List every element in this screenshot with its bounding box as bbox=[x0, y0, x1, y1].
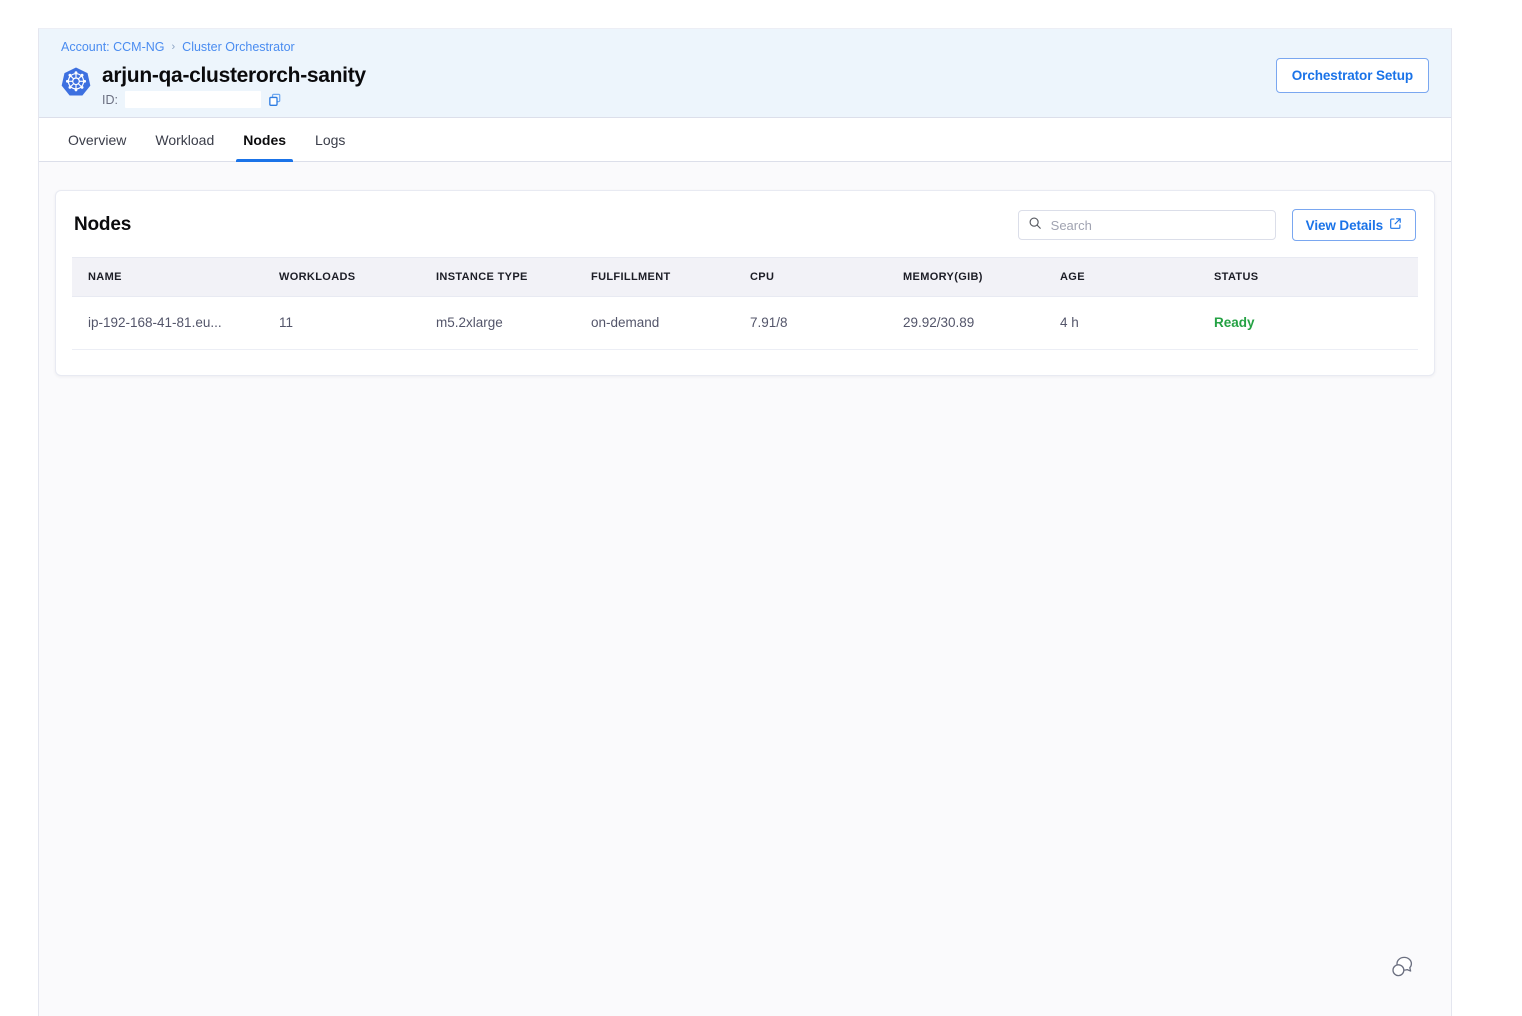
column-header-instance-type[interactable]: INSTANCE TYPE bbox=[436, 257, 591, 297]
tab-workload[interactable]: Workload bbox=[155, 132, 215, 148]
cluster-id-row: ID: bbox=[102, 91, 366, 108]
search-icon bbox=[1028, 216, 1042, 235]
chat-bubble-icon[interactable] bbox=[1389, 954, 1415, 980]
cell-workloads: 11 bbox=[279, 296, 436, 350]
column-header-workloads[interactable]: WORKLOADS bbox=[279, 257, 436, 297]
breadcrumb-item-cluster-orchestrator[interactable]: Cluster Orchestrator bbox=[182, 40, 295, 54]
column-header-name[interactable]: NAME bbox=[72, 257, 279, 297]
view-details-label: View Details bbox=[1305, 217, 1383, 233]
external-link-icon bbox=[1389, 217, 1402, 233]
cluster-title-row: arjun-qa-clusterorch-sanity ID: bbox=[61, 63, 1429, 108]
cluster-id-value bbox=[124, 91, 261, 108]
cell-fulfillment: on-demand bbox=[591, 296, 750, 350]
tab-logs[interactable]: Logs bbox=[315, 132, 346, 148]
column-header-status[interactable]: STATUS bbox=[1214, 257, 1418, 297]
view-details-button[interactable]: View Details bbox=[1291, 209, 1416, 241]
search-input[interactable] bbox=[1048, 216, 1266, 234]
table-row[interactable]: ip-192-168-41-81.eu... 11 m5.2xlarge on-… bbox=[72, 296, 1418, 350]
nodes-card-actions: View Details bbox=[1017, 209, 1416, 241]
tab-bar: Overview Workload Nodes Logs bbox=[39, 118, 1451, 162]
app-window: Account: CCM-NG › Cluster Orchestrator bbox=[38, 28, 1452, 1016]
cell-age: 4 h bbox=[1060, 296, 1214, 350]
breadcrumb-separator-icon: › bbox=[171, 41, 176, 53]
search-box[interactable] bbox=[1017, 210, 1276, 240]
nodes-card-title: Nodes bbox=[74, 214, 132, 235]
column-header-fulfillment[interactable]: FULFILLMENT bbox=[591, 257, 750, 297]
copy-icon[interactable] bbox=[268, 93, 282, 107]
nodes-table: NAME WORKLOADS INSTANCE TYPE FULFILLMENT… bbox=[72, 257, 1418, 350]
tab-nodes[interactable]: Nodes bbox=[236, 131, 293, 162]
cell-cpu: 7.91/8 bbox=[750, 296, 903, 350]
nodes-table-header: NAME WORKLOADS INSTANCE TYPE FULFILLMENT… bbox=[72, 257, 1418, 297]
nodes-table-body: ip-192-168-41-81.eu... 11 m5.2xlarge on-… bbox=[72, 296, 1418, 350]
cluster-id-label: ID: bbox=[102, 92, 118, 107]
nodes-card-header: Nodes View Details bbox=[72, 209, 1418, 241]
content-area: Nodes View Details bbox=[39, 162, 1451, 404]
nodes-card: Nodes View Details bbox=[55, 190, 1435, 376]
page-title: arjun-qa-clusterorch-sanity bbox=[102, 64, 366, 87]
tab-overview[interactable]: Overview bbox=[68, 132, 127, 148]
cell-name: ip-192-168-41-81.eu... bbox=[72, 296, 279, 350]
column-header-cpu[interactable]: CPU bbox=[750, 257, 903, 297]
page-header: Account: CCM-NG › Cluster Orchestrator bbox=[39, 29, 1451, 118]
table-header-row: NAME WORKLOADS INSTANCE TYPE FULFILLMENT… bbox=[72, 257, 1418, 297]
breadcrumb: Account: CCM-NG › Cluster Orchestrator bbox=[61, 38, 1429, 56]
kubernetes-icon bbox=[61, 66, 91, 96]
status-badge: Ready bbox=[1214, 296, 1418, 350]
orchestrator-setup-button[interactable]: Orchestrator Setup bbox=[1275, 58, 1429, 93]
cell-memory: 29.92/30.89 bbox=[903, 296, 1060, 350]
title-block: arjun-qa-clusterorch-sanity ID: bbox=[102, 63, 366, 108]
cell-instance-type: m5.2xlarge bbox=[436, 296, 591, 350]
breadcrumb-item-account[interactable]: Account: CCM-NG bbox=[61, 40, 165, 54]
column-header-age[interactable]: AGE bbox=[1060, 257, 1214, 297]
column-header-memory[interactable]: MEMORY(GIB) bbox=[903, 257, 1060, 297]
